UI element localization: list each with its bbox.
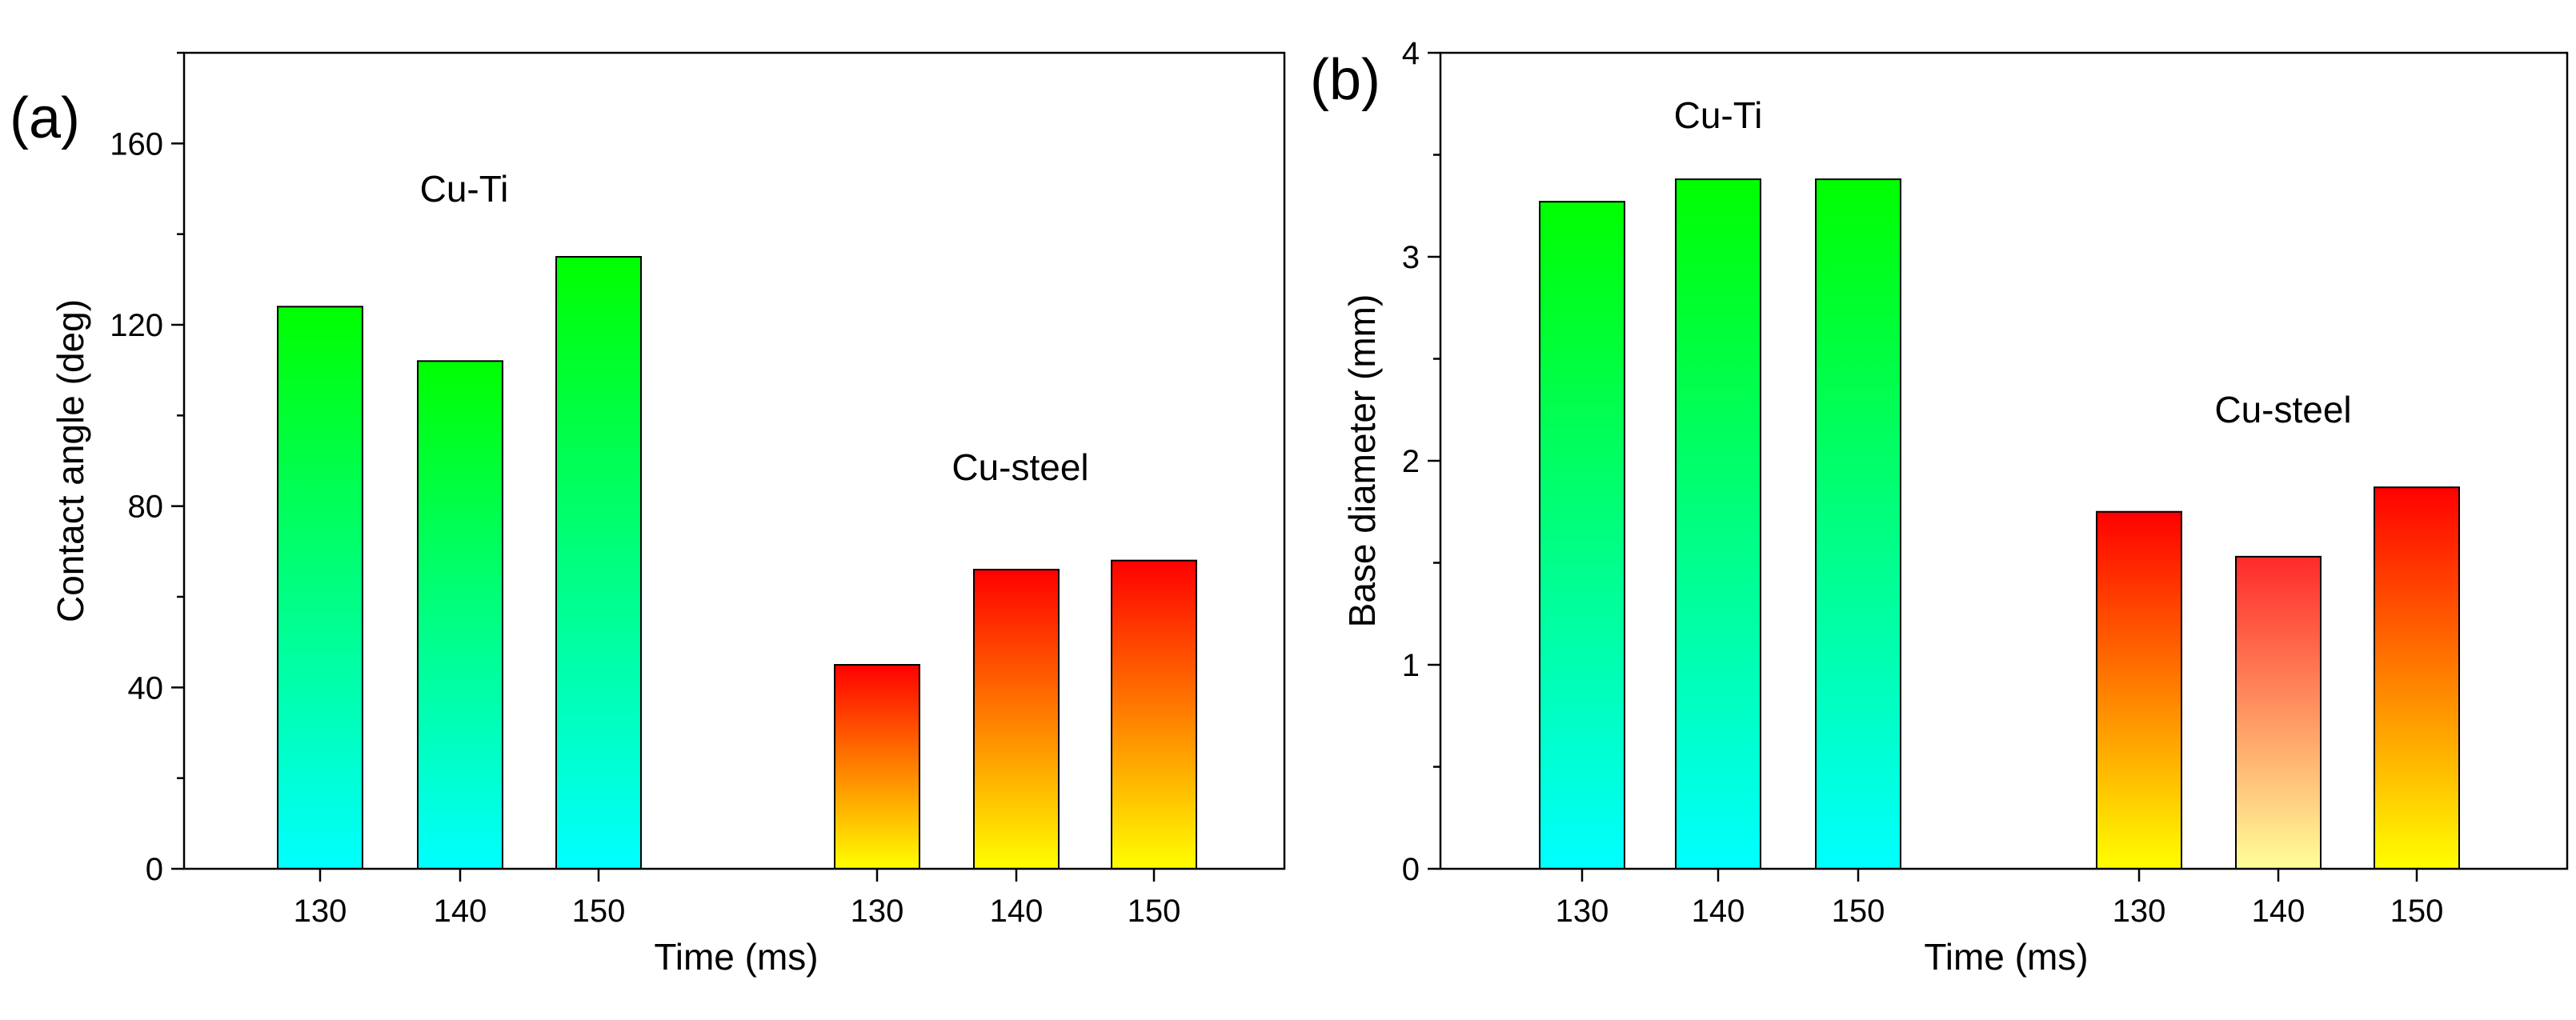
panel-a-y-tick-label: 80 xyxy=(128,490,164,525)
panel-b-plot-frame xyxy=(1439,51,2569,870)
panel-a-bar-cu-ti-130 xyxy=(277,306,363,870)
panel-a-group-label-cu-ti: Cu-Ti xyxy=(420,168,509,210)
panel-b-bar-cu-steel-150 xyxy=(2374,486,2460,870)
panel-b-y-tick-label: 1 xyxy=(1402,648,1420,683)
panel-b-x-tick-label: 150 xyxy=(1832,894,1885,929)
panel-a-bar-cu-steel-150 xyxy=(1111,559,1197,870)
panel-a-x-axis-title: Time (ms) xyxy=(654,936,818,978)
panel-a-x-tick-label: 140 xyxy=(434,894,487,929)
panel-a-y-tick-label: 0 xyxy=(146,852,163,887)
panel-a-bar-cu-steel-140 xyxy=(973,569,1060,870)
panel-a-x-tick-label: 130 xyxy=(851,894,904,929)
panel-a-y-tick-label: 120 xyxy=(110,308,163,343)
panel-a-group-label-cu-steel: Cu-steel xyxy=(951,446,1088,488)
panel-a-y-tick-label: 160 xyxy=(110,126,163,162)
panel-b-base-diameter-chart: (b) 0 1 2 3 4 130 140 150 130 140 150 Cu-Ti Cu-ste… xyxy=(1310,36,2569,978)
panel-a-bar-cu-steel-130 xyxy=(834,664,920,870)
panel-b-y-tick-label: 0 xyxy=(1402,852,1420,887)
panel-b-x-tick-label: 140 xyxy=(2252,894,2306,929)
panel-a-x-tick-label: 150 xyxy=(1128,894,1181,929)
panel-a-x-tick-label: 130 xyxy=(294,894,347,929)
panel-b-bar-cu-steel-130 xyxy=(2096,510,2182,870)
panel-b-y-tick-label: 3 xyxy=(1402,240,1420,275)
panel-b-bar-cu-steel-140 xyxy=(2235,555,2322,870)
panel-b-bar-cu-ti-140 xyxy=(1675,178,1761,870)
panel-a-y-tick-label: 40 xyxy=(128,670,164,706)
panel-b-x-tick-label: 130 xyxy=(1556,894,1609,929)
panel-b-y-axis-title: Base diameter (mm) xyxy=(1341,294,1383,628)
panel-b-x-tick-label: 140 xyxy=(1692,894,1745,929)
panel-b-bar-cu-ti-130 xyxy=(1539,201,1625,870)
panel-b-label: (b) xyxy=(1310,48,1380,112)
panel-a-bar-cu-ti-140 xyxy=(417,360,503,870)
panel-a-bar-cu-ti-150 xyxy=(555,256,642,870)
panel-b-group-label-cu-steel: Cu-steel xyxy=(2214,389,2351,430)
panel-a-x-tick-label: 150 xyxy=(572,894,626,929)
panel-b-y-tick-label: 4 xyxy=(1402,36,1420,71)
panel-a-x-tick-label: 140 xyxy=(990,894,1044,929)
panel-a-y-axis-title: Contact angle (deg) xyxy=(50,299,91,622)
panel-a-plot-frame xyxy=(182,51,1286,870)
panel-b-x-axis-title: Time (ms) xyxy=(1924,936,2088,978)
panel-b-x-tick-label: 130 xyxy=(2113,894,2166,929)
panel-b-group-label-cu-ti: Cu-Ti xyxy=(1674,94,1763,136)
panel-a-label: (a) xyxy=(10,86,80,150)
panel-b-x-tick-label: 150 xyxy=(2390,894,2444,929)
panel-b-y-tick-label: 2 xyxy=(1402,444,1420,479)
panel-b-bar-cu-ti-150 xyxy=(1815,178,1901,870)
